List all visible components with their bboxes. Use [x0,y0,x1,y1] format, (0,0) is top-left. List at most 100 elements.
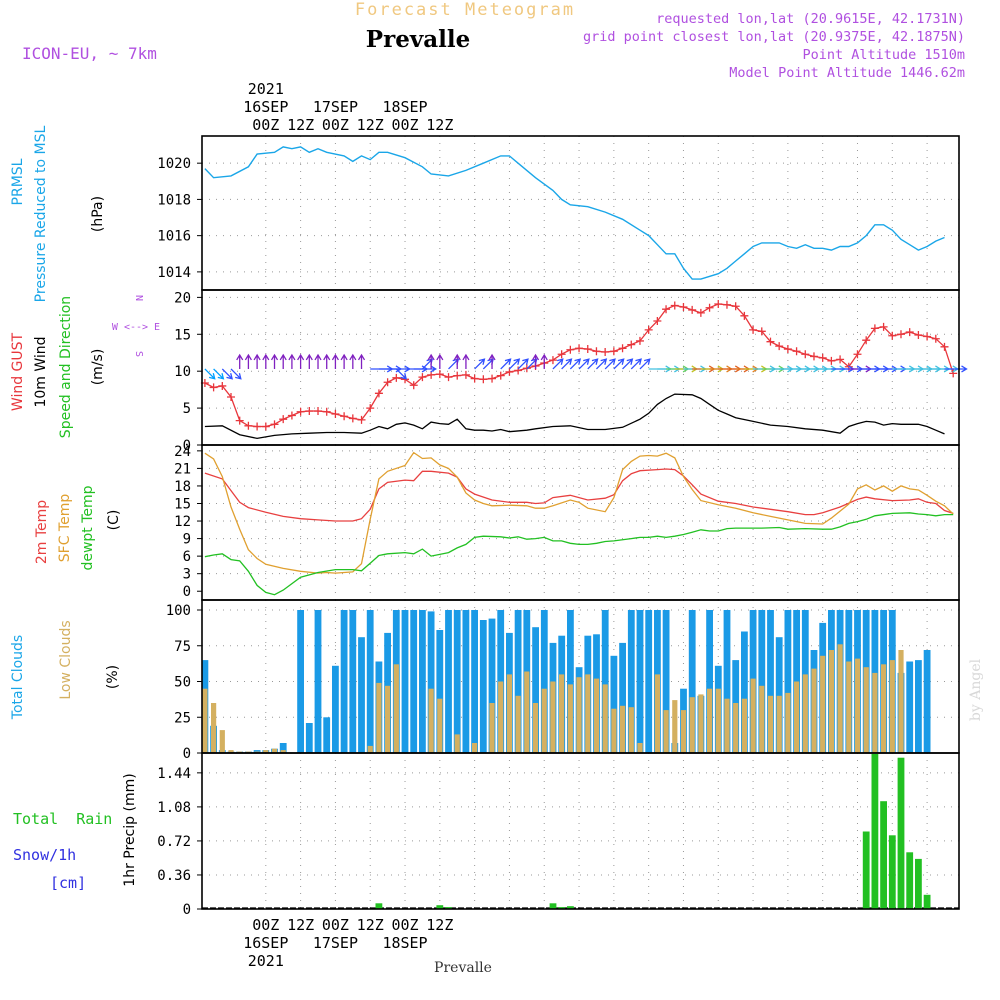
total-cloud-bar [453,610,461,753]
wind-arrow [595,358,608,370]
total-cloud-bar [706,610,713,753]
wind-arrow [474,358,486,370]
low-cloud-bar [532,703,539,753]
gust-marker [305,407,314,416]
gust-marker [662,305,671,314]
bottom-axis-label: 2021 [248,952,284,970]
gust-marker [340,412,349,421]
total-cloud-bar [636,610,644,753]
total-cloud-bar [253,750,261,753]
total-cloud-bar [427,611,435,753]
wind-tick-label: 10 [174,364,191,380]
top-axis-label: 00Z [322,116,349,134]
wind-arrow [204,368,216,380]
total-cloud-bar [410,610,418,753]
low-cloud-bar [524,671,530,753]
top-axis-label: 00Z [252,116,279,134]
low-cloud-bar [376,682,382,753]
total-clouds-label: Total Clouds [10,635,26,720]
gust-marker [809,352,818,361]
top-axis-label: 2021 [248,80,284,98]
gust-marker [548,356,557,365]
gust-marker [566,345,575,354]
low-cloud-bar [733,703,739,753]
low-cloud-bar [724,698,730,753]
prmsl-label: PRMSL [10,158,26,205]
gust-marker [688,305,697,314]
bottom-axis-label: 12Z [426,916,453,934]
wind-arrow [279,353,287,369]
bottom-axis-label: 17SEP [313,934,358,952]
wind-arrow [331,353,339,369]
requested-coords: requested lon,lat (20.9615E, 42.1731N) [656,11,965,27]
rain-label: Total Rain [13,810,112,828]
precip-grid: 0 0.36 0.72 1.08 1.44 [157,753,959,918]
gust-marker [914,331,923,340]
gust-marker [348,414,357,423]
compass-west-east: W <--> E [112,322,160,333]
gust-marker [940,342,949,351]
low-cloud-bar [863,667,869,753]
model-altitude: Model Point Altitude 1446.62m [729,65,965,81]
precip-tick-label: 0.72 [157,834,191,850]
gust-marker [505,367,514,376]
wind-arrow [340,353,348,369]
low-cloud-bar [898,650,904,753]
total-cloud-bar [366,610,374,753]
wind-arrow [453,353,461,369]
low-cloud-bar [767,695,774,753]
cloud-unit: (%) [105,665,121,689]
pressure-tick-label: 1016 [157,229,191,245]
wind-tick-label: 0 [183,438,191,454]
temp-panel-labels: 2m Temp SFC Temp dewpt Temp (C) [34,485,122,570]
total-cloud-bar [567,610,574,753]
wind-arrow [531,353,540,369]
wind-arrow [578,358,590,370]
low-cloud-bar [576,677,582,753]
total-cloud-bar [358,637,365,753]
low-cloud-bar [263,750,269,753]
rain-bar [558,907,566,909]
wind-arrow [517,358,529,370]
gust-marker [801,350,810,359]
wind-tick-label: 20 [174,290,191,306]
dewpt-label: dewpt Temp [80,485,96,570]
wind-10m-label: 10m Wind [33,336,49,407]
low-cloud-bar [872,672,878,753]
wind-speed-dir-label: Speed and Direction [58,296,74,438]
pressure-panel-labels: PRMSL Pressure Reduced to MSL (hPa) [10,125,106,302]
low-cloud-bar [776,695,782,753]
total-cloud-bar [349,610,357,753]
gust-marker [931,334,940,343]
precip-tick-label: 1.08 [157,800,191,816]
bottom-axis-label: 12Z [287,916,314,934]
gust-marker [409,381,418,390]
rain-bar [862,831,870,909]
total-cloud-bar [436,630,444,753]
precip-unit: 1hr Precip (mm) [122,773,138,886]
low-cloud-bar [550,681,556,753]
gust-marker [244,421,253,430]
clouds-tick-label: 50 [174,675,191,691]
clouds-tick-label: 100 [166,603,191,619]
low-cloud-bar [219,730,225,753]
top-axis-label: 12Z [357,116,384,134]
t2m-line [204,468,954,522]
wind-arrow [622,358,634,370]
gust-marker [862,336,871,345]
bottom-axis-label: 16SEP [243,934,288,952]
wind-arrow [500,358,512,370]
location-title: Prevalle [366,26,470,53]
low-cloud-bar [506,674,512,753]
t2m-label: 2m Temp [34,500,50,564]
gust-marker [488,374,497,383]
wind-arrow [244,353,252,369]
temp-tick-label: 3 [183,567,191,583]
total-cloud-bar [645,610,653,753]
wind-tick-label: 15 [174,327,191,343]
gust-marker [627,340,636,349]
wind-grid: 0 5 10 15 20 [174,290,959,454]
wind-tick-label: 5 [183,401,191,417]
low-cloud-bar [881,664,887,753]
